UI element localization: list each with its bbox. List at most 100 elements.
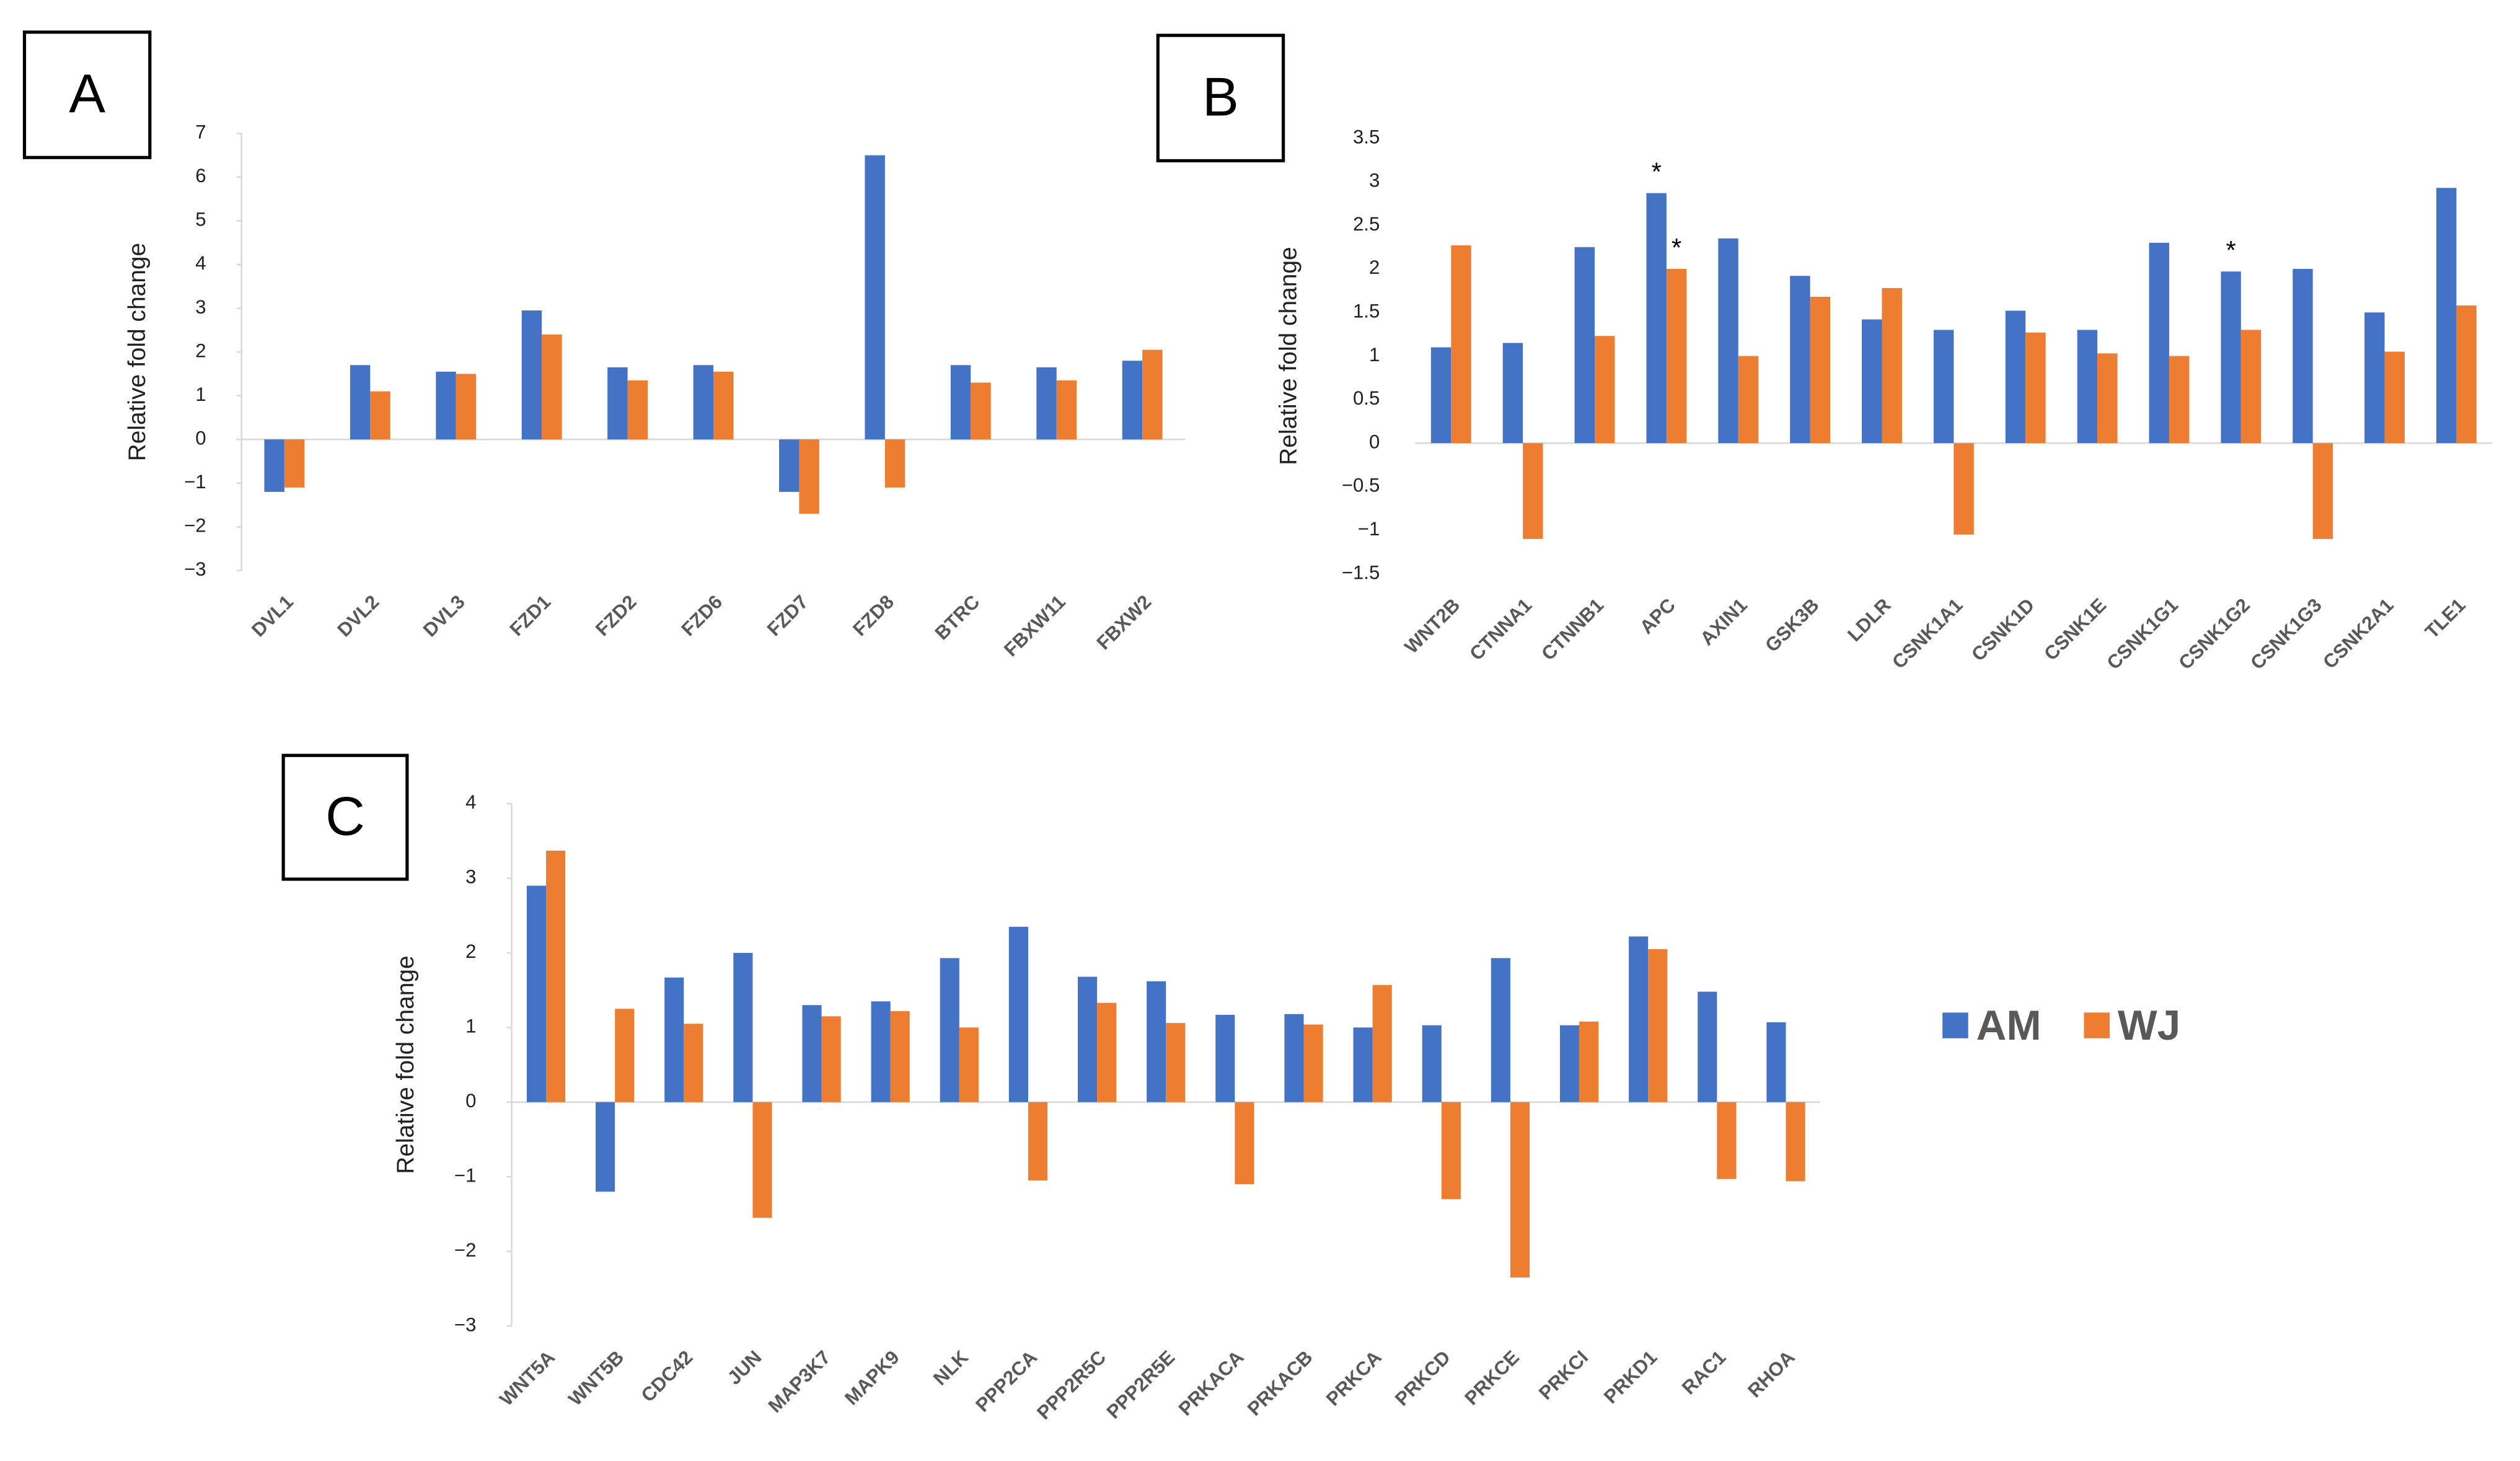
- y-axis-label: Relative fold change: [392, 955, 419, 1174]
- y-tick-label: 4: [465, 791, 476, 813]
- bar: [1510, 1102, 1530, 1278]
- bar: [1574, 247, 1595, 444]
- y-tick-label: 3: [465, 866, 476, 888]
- bar: [959, 1027, 979, 1102]
- y-tick-label: −1: [184, 471, 206, 493]
- y-axis-label: Relative fold change: [124, 243, 151, 462]
- y-tick-label: 0: [465, 1090, 476, 1112]
- y-tick-label: 1: [465, 1016, 476, 1037]
- bar: [1008, 926, 1028, 1102]
- y-tick-label: 1: [1369, 344, 1380, 366]
- bar: [1646, 193, 1667, 444]
- y-tick-label: −1: [454, 1164, 476, 1186]
- bar: [890, 1011, 910, 1102]
- bar: [1862, 319, 1882, 444]
- bar: [2240, 330, 2262, 444]
- bar: [1738, 356, 1759, 444]
- bar: [1122, 361, 1143, 440]
- bar: [2436, 188, 2457, 444]
- bar: [664, 977, 684, 1102]
- bar: [596, 1102, 615, 1192]
- y-tick-label: 2.5: [1353, 213, 1380, 235]
- bar: [2364, 312, 2385, 444]
- bar: [1717, 1102, 1737, 1179]
- bar: [526, 885, 547, 1102]
- bar: [521, 310, 542, 440]
- bar: [779, 439, 800, 492]
- bar: [1028, 1102, 1048, 1181]
- bar: [1491, 958, 1510, 1102]
- bar: [2005, 310, 2026, 444]
- bar: [802, 1005, 822, 1102]
- bar: [627, 380, 648, 440]
- bar: [733, 952, 753, 1102]
- bar: [1430, 347, 1452, 444]
- bar: [2097, 353, 2118, 444]
- bar: [615, 1009, 635, 1102]
- y-tick-label: 3: [1369, 170, 1380, 191]
- annotation: *: [2226, 235, 2236, 265]
- bar: [884, 439, 905, 488]
- bar: [1810, 296, 1831, 444]
- bar: [799, 439, 819, 514]
- bar: [693, 365, 714, 440]
- panel-label: B: [1202, 66, 1239, 128]
- bar: [1056, 380, 1077, 440]
- bar: [1786, 1102, 1805, 1182]
- bar: [752, 1102, 772, 1218]
- y-tick-label: −1: [1358, 518, 1380, 540]
- y-tick-label: 6: [195, 165, 206, 186]
- y-tick-label: 2: [465, 941, 476, 962]
- bar: [1235, 1102, 1254, 1185]
- bar: [1790, 276, 1810, 444]
- bar: [971, 382, 991, 440]
- bar: [2025, 332, 2046, 444]
- y-tick-label: 7: [195, 121, 206, 143]
- y-tick-label: 2: [1369, 257, 1380, 278]
- bar: [1097, 1003, 1117, 1102]
- bar: [713, 371, 734, 440]
- bar: [370, 391, 390, 440]
- bar: [264, 439, 284, 492]
- y-tick-label: 5: [195, 209, 206, 230]
- bar: [1523, 443, 1543, 539]
- bar: [871, 1001, 891, 1102]
- bar: [350, 365, 371, 440]
- bar: [284, 439, 305, 488]
- bar: [1077, 976, 1098, 1102]
- y-tick-label: −0.5: [1342, 475, 1380, 496]
- bar: [1284, 1014, 1304, 1102]
- bar: [2456, 305, 2477, 444]
- bar: [542, 334, 562, 440]
- y-tick-label: 4: [195, 252, 206, 274]
- bar: [1579, 1021, 1599, 1102]
- y-tick-label: 3: [195, 296, 206, 318]
- legend-swatch: [1942, 1012, 1968, 1038]
- bar: [1353, 1027, 1373, 1102]
- bar: [2169, 356, 2190, 444]
- bar: [1718, 238, 1738, 444]
- y-tick-label: −2: [184, 515, 206, 537]
- bar: [456, 374, 477, 440]
- y-tick-label: −3: [454, 1314, 476, 1335]
- bar: [2312, 443, 2333, 539]
- bar: [1147, 981, 1166, 1102]
- y-tick-label: 0: [195, 427, 206, 449]
- bar: [865, 155, 885, 440]
- bar: [1629, 936, 1649, 1102]
- annotation: *: [1652, 157, 1662, 186]
- bar: [2384, 351, 2405, 444]
- bar: [821, 1016, 841, 1102]
- legend-swatch: [2084, 1012, 2110, 1038]
- bar: [1766, 1022, 1786, 1102]
- bar: [1502, 343, 1523, 444]
- y-tick-label: 3.5: [1353, 126, 1380, 147]
- legend-label: AM: [1976, 1003, 2042, 1049]
- panel-box: [22, 30, 152, 159]
- panel-label: C: [325, 786, 365, 847]
- bar: [940, 958, 959, 1102]
- bar: [2077, 330, 2098, 444]
- bar: [1954, 443, 1974, 535]
